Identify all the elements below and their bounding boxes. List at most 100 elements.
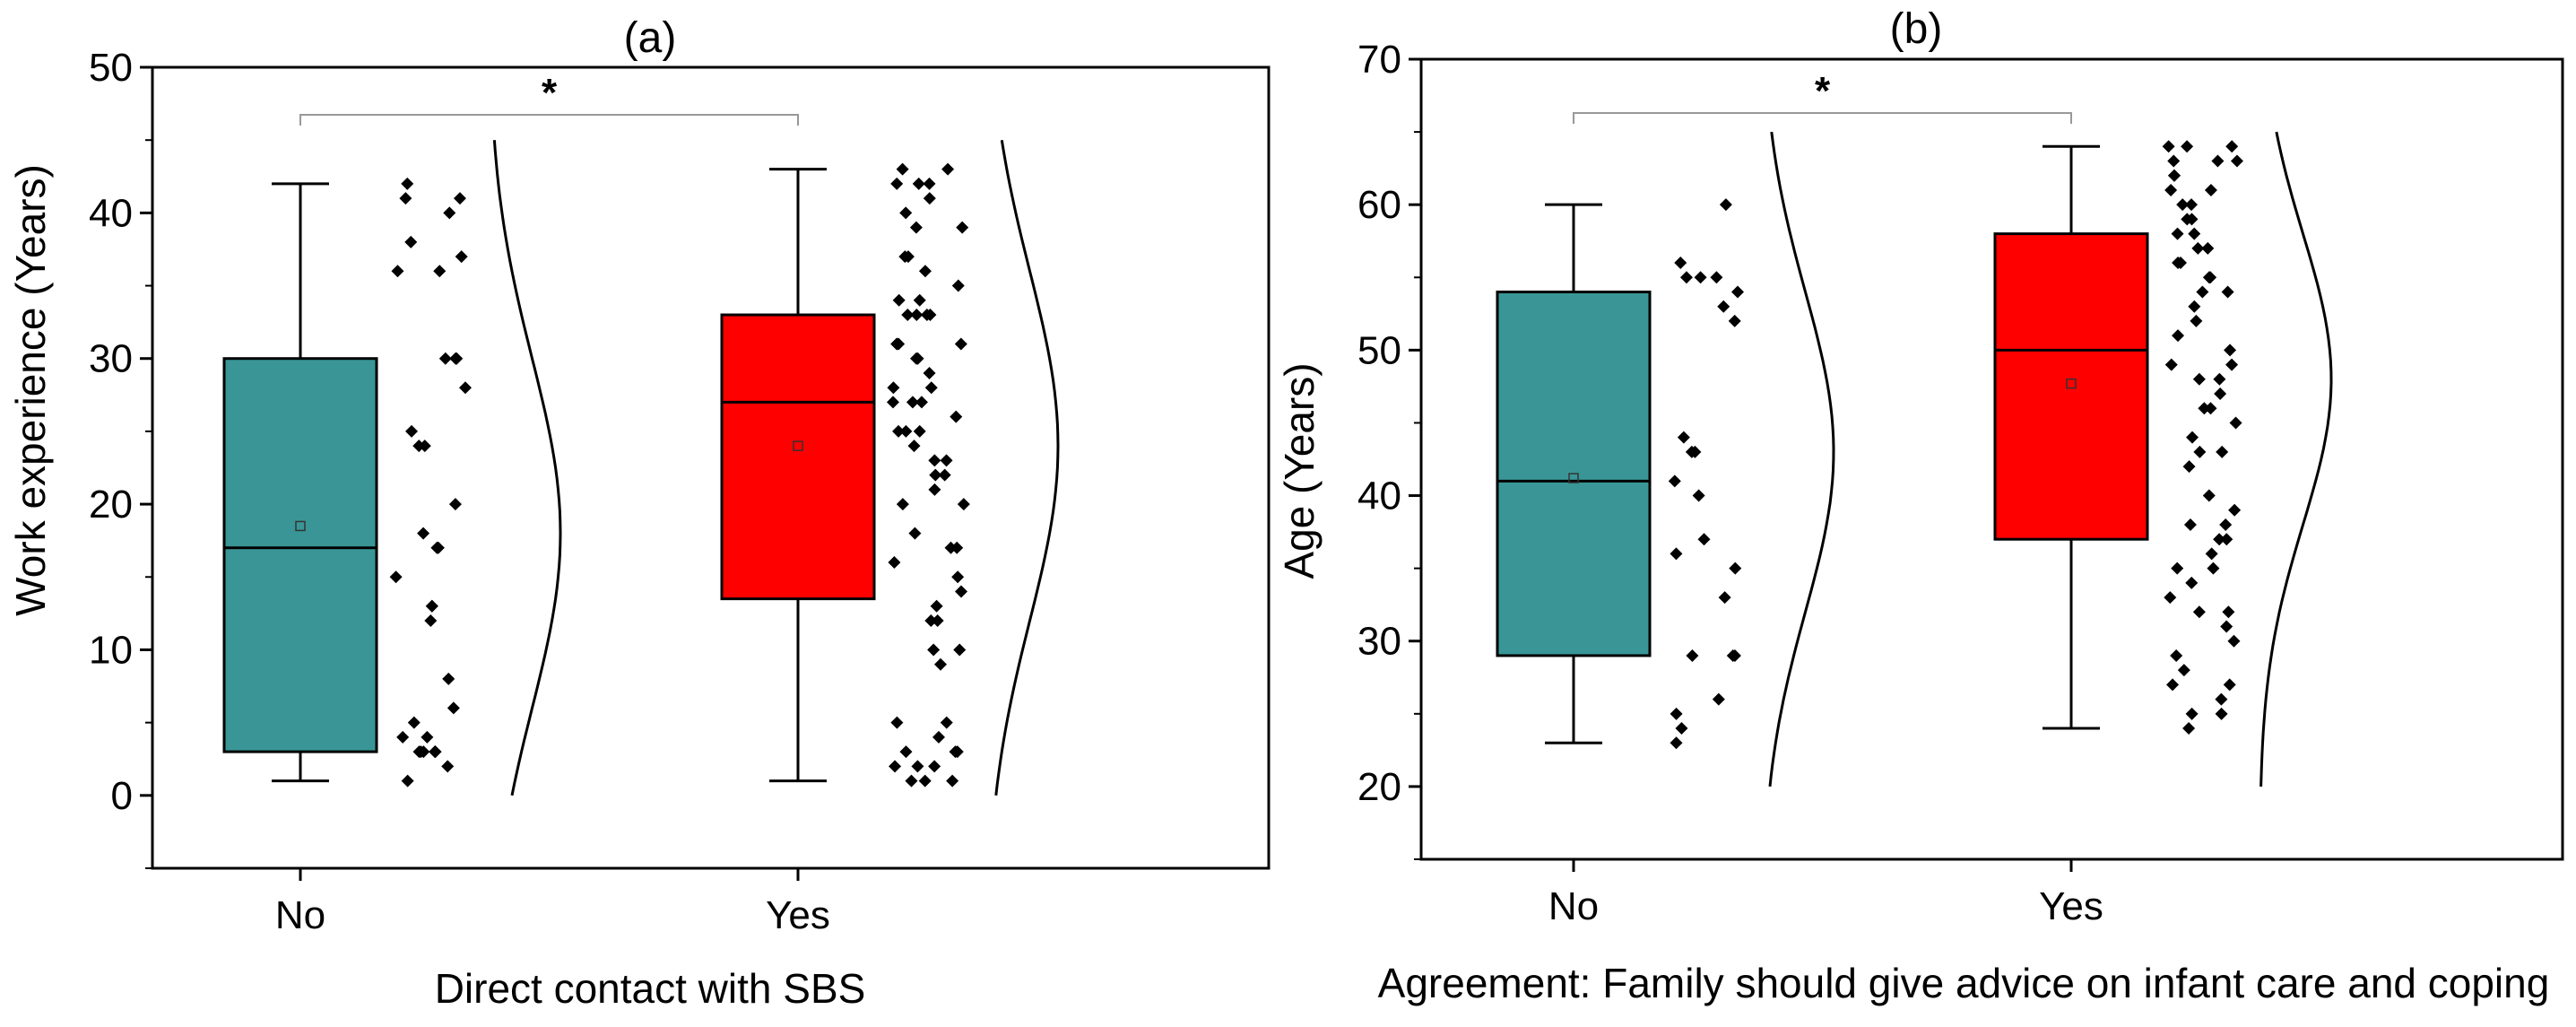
data-point <box>2164 591 2177 605</box>
data-point <box>2219 518 2233 531</box>
data-point <box>2186 431 2199 444</box>
data-point <box>2213 533 2226 546</box>
data-point <box>2192 605 2206 619</box>
data-point <box>2204 402 2217 415</box>
x-axis-title: Agreement: Family should give advice on … <box>1378 960 2550 1006</box>
data-point <box>1697 533 1711 546</box>
data-point <box>424 614 438 627</box>
y-tick-label: 20 <box>89 483 133 527</box>
data-point <box>2183 518 2197 531</box>
data-point <box>888 556 901 570</box>
data-point <box>1718 591 1731 605</box>
data-point <box>2227 634 2241 648</box>
mean-marker <box>793 440 803 451</box>
data-point <box>391 265 404 278</box>
data-point <box>405 424 419 438</box>
data-point <box>915 396 928 409</box>
data-point <box>1688 445 1702 458</box>
data-point <box>2191 241 2205 255</box>
data-point <box>1717 300 1730 313</box>
data-point <box>2204 271 2217 284</box>
density-curve <box>492 140 562 796</box>
data-point <box>407 716 421 729</box>
data-point <box>2221 285 2234 299</box>
data-point <box>927 643 941 657</box>
data-point <box>441 760 455 773</box>
data-point <box>2185 707 2199 720</box>
data-point <box>1731 285 1745 299</box>
data-point <box>2171 561 2184 575</box>
data-point <box>951 570 965 584</box>
data-point <box>2228 503 2242 517</box>
y-tick-label: 50 <box>89 46 133 90</box>
data-point <box>890 177 904 190</box>
mean-marker <box>295 520 306 532</box>
y-tick-label: 70 <box>1357 38 1401 82</box>
data-point <box>396 730 410 744</box>
data-point <box>918 265 932 278</box>
data-point <box>910 309 924 322</box>
data-point <box>950 410 963 423</box>
data-point <box>899 745 913 759</box>
data-point <box>2182 460 2196 474</box>
data-point <box>954 337 967 351</box>
data-point <box>401 774 414 788</box>
data-point <box>417 527 430 540</box>
density-curve <box>2259 131 2333 787</box>
y-tick-label: 50 <box>1357 328 1401 372</box>
density-curve <box>1768 131 1835 788</box>
data-point <box>2167 169 2181 182</box>
data-point <box>941 162 955 176</box>
mean-marker <box>1568 473 1579 483</box>
data-point <box>923 177 936 190</box>
data-point <box>1729 561 1742 575</box>
data-point <box>928 454 941 467</box>
data-point <box>425 599 438 613</box>
data-point <box>2192 372 2206 386</box>
data-point <box>2225 140 2239 153</box>
data-point <box>1719 198 1732 212</box>
data-point <box>2185 213 2199 226</box>
y-tick-label: 0 <box>111 774 133 818</box>
data-point <box>1686 648 1699 662</box>
data-point <box>899 206 913 220</box>
data-point <box>2223 678 2236 692</box>
data-point <box>1710 271 1723 284</box>
data-point <box>2205 547 2218 561</box>
data-point <box>2188 227 2201 240</box>
data-point <box>421 730 434 744</box>
data-point <box>1712 692 1725 706</box>
data-point <box>890 337 904 351</box>
data-point <box>951 279 965 292</box>
data-point <box>956 221 969 234</box>
x-category-label: No <box>1548 884 1599 928</box>
data-point <box>2225 358 2239 371</box>
data-point <box>2207 561 2220 575</box>
significance-bracket <box>299 114 799 126</box>
data-point <box>890 716 904 729</box>
data-point <box>2170 648 2183 662</box>
data-point <box>930 599 943 613</box>
data-point <box>2220 620 2233 633</box>
y-tick-label: 30 <box>1357 620 1401 664</box>
data-point <box>1694 271 1707 284</box>
data-point <box>2202 489 2216 502</box>
data-point <box>913 424 926 438</box>
data-point <box>2204 183 2217 196</box>
data-point <box>932 730 945 744</box>
data-point <box>924 381 938 395</box>
data-point <box>957 498 970 511</box>
data-point <box>2171 227 2184 240</box>
data-point <box>2162 140 2175 153</box>
data-point <box>907 440 921 453</box>
y-tick-label: 30 <box>89 337 133 381</box>
data-point <box>2188 300 2201 313</box>
density-curve <box>994 139 1060 796</box>
data-point <box>2215 707 2228 720</box>
data-point <box>455 250 468 264</box>
data-point <box>912 177 925 190</box>
data-point <box>442 672 455 685</box>
data-point <box>892 424 906 438</box>
data-point <box>940 716 953 729</box>
